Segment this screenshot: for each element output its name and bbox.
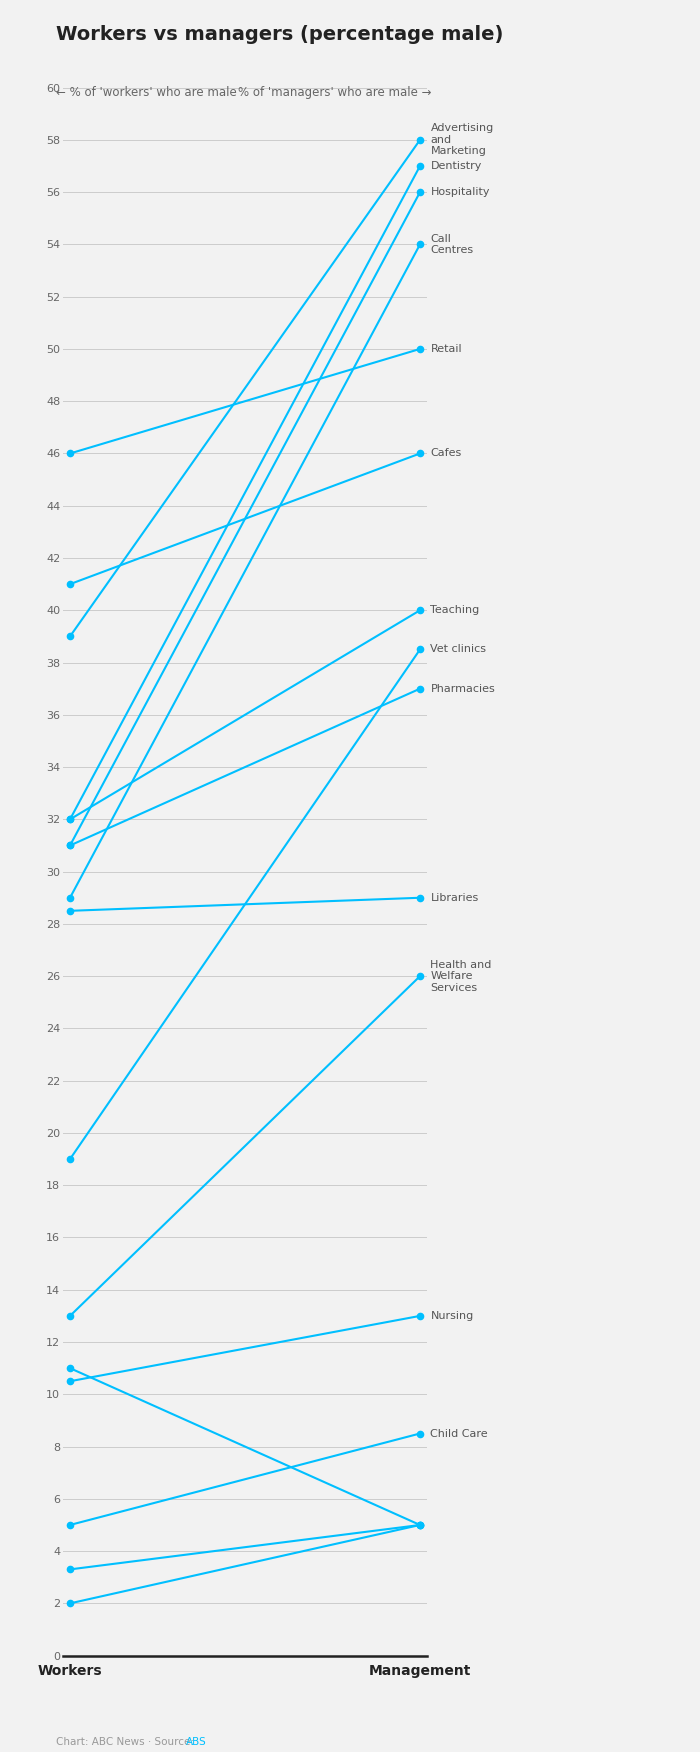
Text: Health and
Welfare
Services: Health and Welfare Services bbox=[430, 960, 492, 993]
Text: Pharmacies: Pharmacies bbox=[430, 683, 495, 694]
Text: Vet clinics: Vet clinics bbox=[430, 645, 486, 655]
Text: Libraries: Libraries bbox=[430, 894, 479, 902]
Text: Retail: Retail bbox=[430, 343, 462, 354]
Text: % of 'managers' who are male →: % of 'managers' who are male → bbox=[238, 86, 431, 98]
Text: ABS: ABS bbox=[186, 1736, 206, 1747]
Text: Child Care: Child Care bbox=[430, 1428, 488, 1438]
Text: Hospitality: Hospitality bbox=[430, 187, 490, 198]
Text: Teaching: Teaching bbox=[430, 604, 480, 615]
Text: ← % of 'workers' who are male: ← % of 'workers' who are male bbox=[56, 86, 237, 98]
Text: Chart: ABC News · Source:: Chart: ABC News · Source: bbox=[56, 1736, 197, 1747]
Text: Call
Centres: Call Centres bbox=[430, 233, 474, 256]
Text: Nursing: Nursing bbox=[430, 1310, 474, 1321]
Text: Advertising
and
Marketing: Advertising and Marketing bbox=[430, 123, 494, 156]
Text: Workers vs managers (percentage male): Workers vs managers (percentage male) bbox=[56, 25, 503, 44]
Text: Dentistry: Dentistry bbox=[430, 161, 482, 172]
Text: Cafes: Cafes bbox=[430, 449, 462, 459]
